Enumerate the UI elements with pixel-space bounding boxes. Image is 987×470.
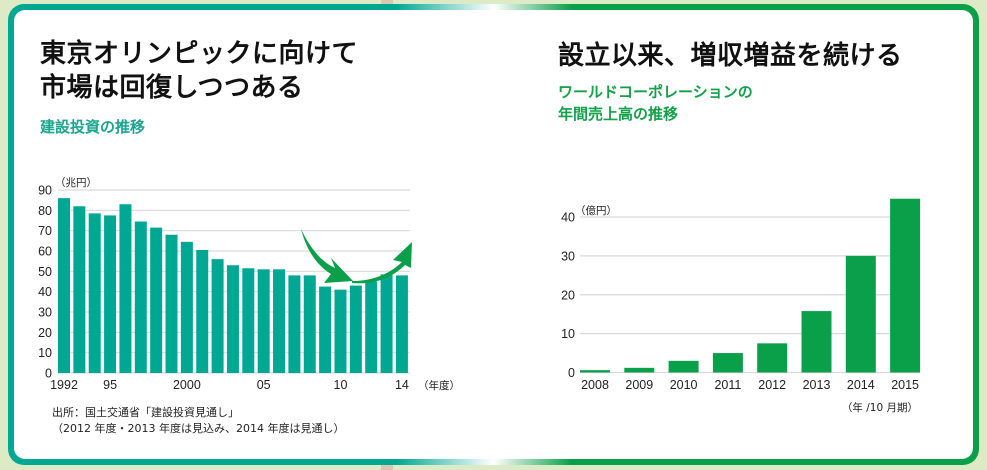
bar-2014 bbox=[395, 275, 408, 373]
y-tick-label: 10 bbox=[561, 327, 575, 341]
source-note-line2: （2012 年度・2013 年度は見込み、2014 年度は見通し） bbox=[52, 422, 345, 435]
y-tick-label: 20 bbox=[38, 326, 52, 340]
bar-1994 bbox=[88, 213, 101, 373]
bar-1993 bbox=[73, 206, 86, 373]
y-axis-unit: （兆円） bbox=[55, 177, 97, 189]
bar-2009 bbox=[319, 286, 332, 373]
bar-1996 bbox=[119, 204, 132, 373]
y-tick-label: 70 bbox=[38, 224, 52, 238]
y-tick-label: 10 bbox=[38, 346, 52, 360]
y-tick-label: 90 bbox=[38, 184, 52, 198]
x-tick-label: 2013 bbox=[803, 378, 831, 392]
left-title-line1: 東京オリンピックに向けて bbox=[40, 39, 359, 69]
bar-2015 bbox=[890, 198, 921, 373]
bar-2013 bbox=[801, 311, 832, 373]
bar-2010 bbox=[668, 360, 699, 373]
y-axis-unit: （億円） bbox=[575, 204, 617, 217]
bar-2004 bbox=[242, 268, 255, 373]
x-tick-label: 2010 bbox=[670, 378, 698, 392]
x-tick-label: 1992 bbox=[50, 378, 78, 392]
right-subtitle-line1: ワールドコーポレーションの bbox=[558, 83, 753, 101]
down-arrow-icon bbox=[301, 229, 353, 283]
right-chart: 0 10 20 30 40 （億円） 2008 2009 2010 2011 2012 2013 201… bbox=[561, 198, 921, 414]
x-tick-label: 14 bbox=[395, 378, 409, 392]
source-note-line1: 出所：国土交通省「建設投資見通し」 bbox=[52, 406, 239, 419]
bar-2005 bbox=[257, 269, 270, 373]
x-tick-label: 2011 bbox=[714, 378, 741, 392]
y-tick-label: 20 bbox=[561, 288, 575, 302]
bar-2006 bbox=[273, 269, 286, 373]
bar-2014 bbox=[845, 255, 876, 373]
right-title: 設立以来、増収増益を続ける bbox=[558, 41, 903, 71]
x-axis-unit: （年 /10 月期） bbox=[842, 401, 918, 414]
x-tick-label: 2014 bbox=[847, 378, 875, 392]
bar-2003 bbox=[226, 265, 239, 373]
y-tick-label: 30 bbox=[561, 249, 575, 263]
y-tick-label: 40 bbox=[561, 211, 575, 225]
y-tick-label: 0 bbox=[45, 367, 52, 381]
y-tick-label: 50 bbox=[38, 265, 52, 279]
x-tick-label: 05 bbox=[257, 378, 271, 392]
x-axis-unit: （年度） bbox=[418, 379, 460, 392]
card-body bbox=[14, 10, 973, 459]
x-tick-label: 2000 bbox=[173, 378, 201, 392]
bar-2001 bbox=[196, 249, 209, 373]
right-subtitle-line2: 年間売上高の推移 bbox=[558, 105, 679, 123]
background-tab-top bbox=[381, 0, 393, 4]
x-tick-label: 2009 bbox=[625, 378, 653, 392]
x-tick-label: 95 bbox=[103, 378, 117, 392]
x-tick-label: 2012 bbox=[758, 378, 786, 392]
bar-2011 bbox=[349, 285, 362, 373]
bar-1999 bbox=[165, 234, 178, 373]
card-frame bbox=[8, 4, 979, 465]
bar-1998 bbox=[150, 227, 163, 373]
bar-2000 bbox=[180, 241, 193, 373]
bar-1992 bbox=[58, 198, 70, 373]
bar-2008 bbox=[580, 370, 610, 373]
bar-1997 bbox=[134, 221, 147, 373]
y-tick-label: 30 bbox=[38, 306, 52, 320]
y-tick-label: 0 bbox=[568, 366, 575, 380]
x-tick-label: 2015 bbox=[891, 378, 919, 392]
x-tick-label: 10 bbox=[334, 378, 348, 392]
y-tick-label: 60 bbox=[38, 245, 52, 259]
bar-2008 bbox=[303, 275, 316, 373]
y-tick-label: 80 bbox=[38, 204, 52, 218]
bar-2010 bbox=[334, 289, 347, 373]
bar-2007 bbox=[288, 275, 301, 373]
bar-2011 bbox=[712, 353, 743, 373]
y-tick-label: 40 bbox=[38, 285, 52, 299]
bar-1995 bbox=[104, 215, 117, 373]
background-tab-bottom bbox=[381, 465, 393, 470]
bar-2013 bbox=[380, 274, 393, 373]
x-tick-label: 2008 bbox=[581, 378, 609, 392]
left-subtitle: 建設投資の推移 bbox=[40, 118, 146, 136]
bar-2012 bbox=[757, 343, 788, 373]
left-title-line2: 市場は回復しつつある bbox=[40, 73, 304, 103]
bar-2002 bbox=[211, 259, 224, 373]
bar-2009 bbox=[624, 367, 655, 373]
bar-2012 bbox=[365, 281, 378, 373]
left-chart: 0 10 20 30 40 50 60 70 80 90（兆円） 1992 95 2000 05 10 14 （… bbox=[38, 177, 460, 392]
